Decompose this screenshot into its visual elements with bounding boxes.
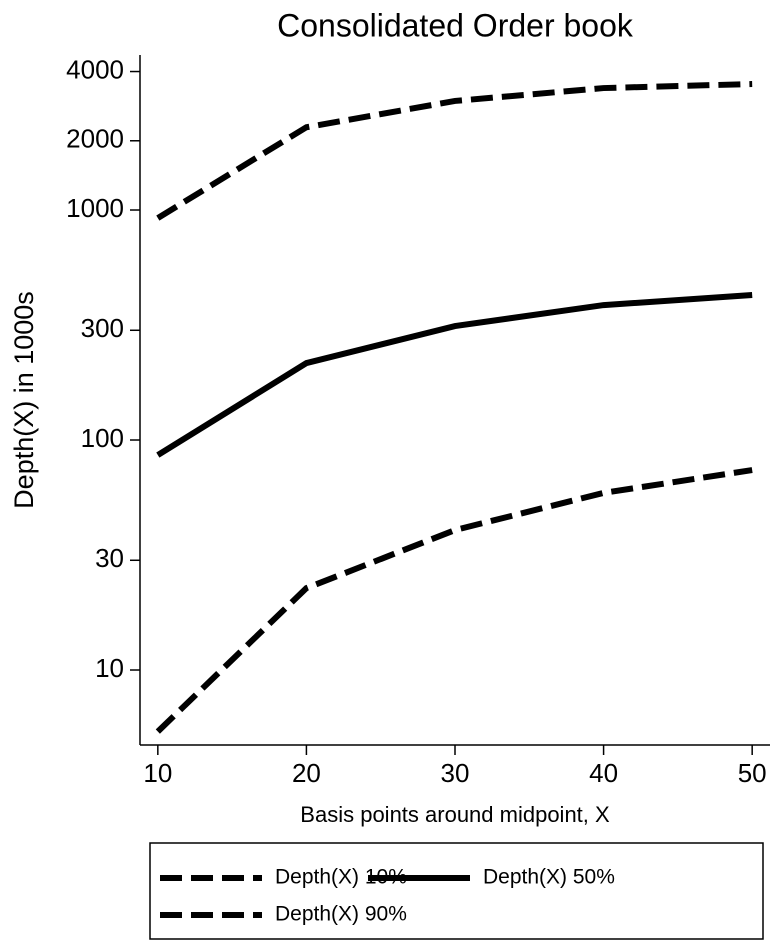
series-line — [156, 292, 753, 458]
chart-title: Consolidated Order book — [277, 7, 634, 43]
y-tick-label: 10 — [95, 653, 124, 683]
y-tick-label: 4000 — [66, 54, 124, 84]
x-tick-label: 20 — [292, 758, 321, 788]
y-tick-label: 100 — [81, 423, 124, 453]
x-axis-label: Basis points around midpoint, X — [300, 802, 610, 827]
y-tick-label: 300 — [81, 313, 124, 343]
y-tick-label: 30 — [95, 543, 124, 573]
legend-label: Depth(X) 90% — [275, 903, 407, 926]
y-tick-label: 1000 — [66, 193, 124, 223]
legend-box — [149, 842, 764, 940]
x-tick-label: 10 — [143, 758, 172, 788]
y-tick-label: 2000 — [66, 124, 124, 154]
y-axis-label: Depth(X) in 1000s — [9, 291, 39, 509]
x-tick-label: 40 — [589, 758, 618, 788]
legend-label: Depth(X) 10% — [275, 866, 407, 889]
x-tick-label: 50 — [738, 758, 767, 788]
legend-label: Depth(X) 50% — [483, 866, 615, 889]
series-line — [156, 81, 753, 221]
series-line — [155, 467, 753, 734]
x-tick-label: 30 — [441, 758, 470, 788]
